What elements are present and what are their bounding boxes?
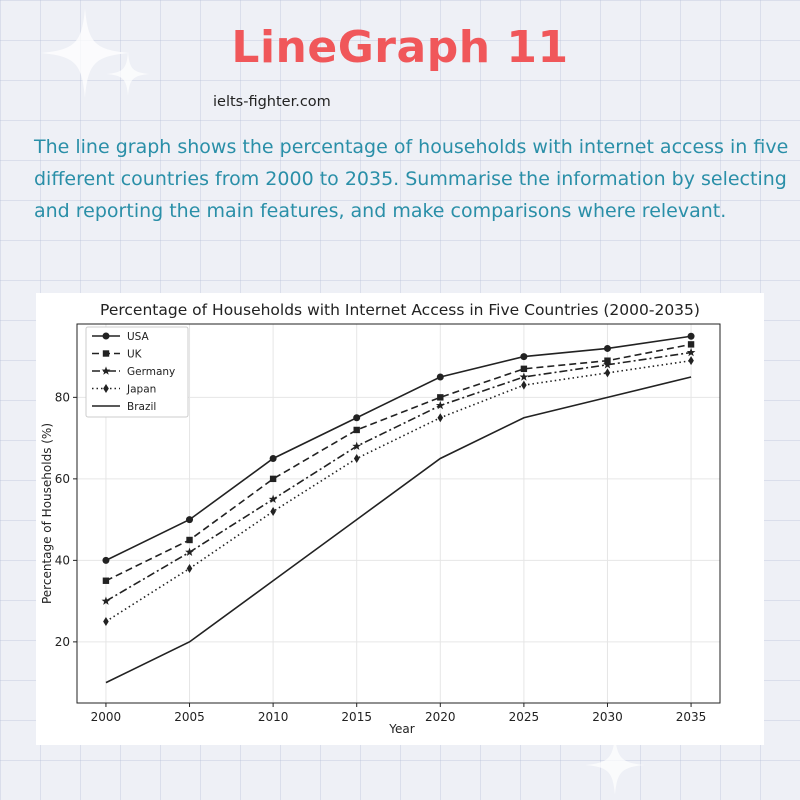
plot-frame	[76, 323, 721, 704]
data-point-germany	[352, 441, 362, 450]
legend-label-usa: USA	[127, 331, 150, 343]
series-line-usa	[105, 335, 692, 562]
data-point-usa	[603, 344, 611, 352]
series-line-germany	[105, 351, 692, 602]
legend-label-japan: Japan	[126, 384, 156, 396]
data-point-germany	[603, 360, 612, 369]
data-point-japan	[688, 356, 694, 366]
x-axis-label: Year	[388, 722, 414, 736]
data-point-japan	[353, 453, 360, 463]
legend-marker-usa	[102, 332, 110, 340]
data-point-japan	[437, 413, 444, 423]
data-point-usa	[186, 516, 194, 524]
legend-marker-japan	[103, 384, 109, 393]
series-japan	[103, 356, 694, 626]
legend-marker-germany	[101, 366, 111, 375]
x-tick-label: 2020	[425, 710, 456, 724]
data-point-japan	[186, 564, 193, 574]
data-point-japan	[270, 506, 276, 516]
data-point-germany	[268, 494, 278, 503]
sparkle-icon	[585, 735, 645, 795]
data-point-germany	[686, 347, 696, 357]
x-tick-label: 2015	[341, 710, 372, 724]
data-point-japan	[604, 368, 611, 378]
data-point-japan	[103, 616, 109, 626]
data-point-japan	[521, 380, 527, 390]
chart-title: Percentage of Households with Internet A…	[100, 301, 700, 319]
data-point-usa	[353, 414, 361, 422]
series-brazil	[105, 376, 692, 684]
data-point-germany	[435, 400, 445, 410]
data-point-uk	[437, 394, 444, 401]
series-line-uk	[105, 343, 692, 582]
x-tick-label: 2025	[509, 710, 540, 724]
series-germany	[101, 347, 696, 605]
legend-marker-uk	[102, 350, 110, 357]
sparkle-icon	[40, 8, 130, 98]
sparkle-icon	[106, 52, 150, 96]
chart-card: Percentage of Households with Internet A…	[36, 293, 764, 745]
x-tick-label: 2005	[174, 710, 205, 724]
line-chart: Percentage of Households with Internet A…	[40, 301, 721, 736]
page-title: LineGraph 11	[231, 22, 569, 73]
data-point-germany	[519, 372, 529, 381]
x-tick-label: 2010	[258, 710, 289, 724]
series-line-japan	[105, 359, 692, 623]
data-point-uk	[687, 341, 695, 348]
data-point-germany	[185, 547, 194, 556]
series-usa	[102, 332, 695, 564]
x-tick-label: 2000	[91, 710, 122, 724]
y-tick-label: 60	[55, 472, 70, 486]
x-tick-label: 2030	[592, 710, 623, 724]
data-point-usa	[102, 556, 110, 564]
task-prompt: The line graph shows the percentage of h…	[34, 136, 789, 222]
data-point-uk	[186, 536, 193, 544]
data-point-usa	[520, 353, 528, 361]
x-tick-label: 2035	[676, 710, 707, 724]
legend-label-brazil: Brazil	[127, 401, 156, 413]
data-point-uk	[269, 475, 277, 483]
data-point-uk	[353, 426, 360, 434]
series-line-brazil	[105, 376, 692, 684]
legend-box	[85, 326, 189, 418]
y-tick-label: 40	[55, 553, 70, 567]
data-point-germany	[101, 596, 111, 605]
data-point-usa	[687, 332, 695, 340]
series-group	[101, 332, 696, 684]
site-name: ielts-fighter.com	[213, 94, 331, 110]
data-point-usa	[269, 454, 277, 462]
data-point-uk	[520, 365, 528, 373]
data-point-usa	[436, 373, 444, 381]
y-tick-label: 80	[55, 390, 70, 404]
legend-label-uk: UK	[127, 349, 143, 361]
legend: USA UK Germany Japan Brazil	[85, 326, 189, 418]
series-uk	[102, 341, 695, 584]
y-tick-label: 20	[55, 635, 70, 649]
legend-label-germany: Germany	[127, 366, 175, 378]
y-axis-label: Percentage of Households (%)	[40, 423, 54, 604]
data-point-uk	[102, 577, 110, 584]
